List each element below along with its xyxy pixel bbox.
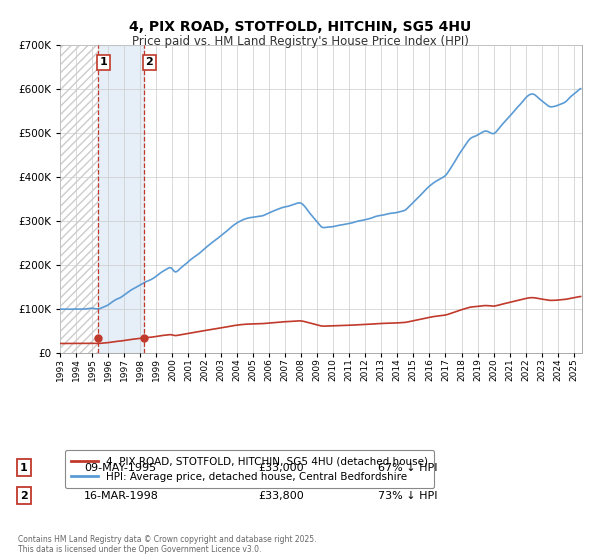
Text: 09-MAY-1995: 09-MAY-1995 (84, 463, 156, 473)
Bar (60, 45, 98, 353)
Text: 2: 2 (145, 57, 153, 67)
Text: £33,800: £33,800 (258, 491, 304, 501)
Text: Contains HM Land Registry data © Crown copyright and database right 2025.
This d: Contains HM Land Registry data © Crown c… (18, 535, 317, 554)
Text: Price paid vs. HM Land Registry's House Price Index (HPI): Price paid vs. HM Land Registry's House … (131, 35, 469, 48)
Bar (98, 45, 143, 353)
Text: 67% ↓ HPI: 67% ↓ HPI (378, 463, 437, 473)
Text: 1: 1 (20, 463, 28, 473)
Text: 1: 1 (100, 57, 107, 67)
Text: 2: 2 (20, 491, 28, 501)
Bar (60, 45, 98, 353)
Text: 4, PIX ROAD, STOTFOLD, HITCHIN, SG5 4HU: 4, PIX ROAD, STOTFOLD, HITCHIN, SG5 4HU (129, 20, 471, 34)
Text: £33,000: £33,000 (258, 463, 304, 473)
Legend: 4, PIX ROAD, STOTFOLD, HITCHIN, SG5 4HU (detached house), HPI: Average price, de: 4, PIX ROAD, STOTFOLD, HITCHIN, SG5 4HU … (65, 450, 434, 488)
Text: 16-MAR-1998: 16-MAR-1998 (84, 491, 159, 501)
Text: 73% ↓ HPI: 73% ↓ HPI (378, 491, 437, 501)
